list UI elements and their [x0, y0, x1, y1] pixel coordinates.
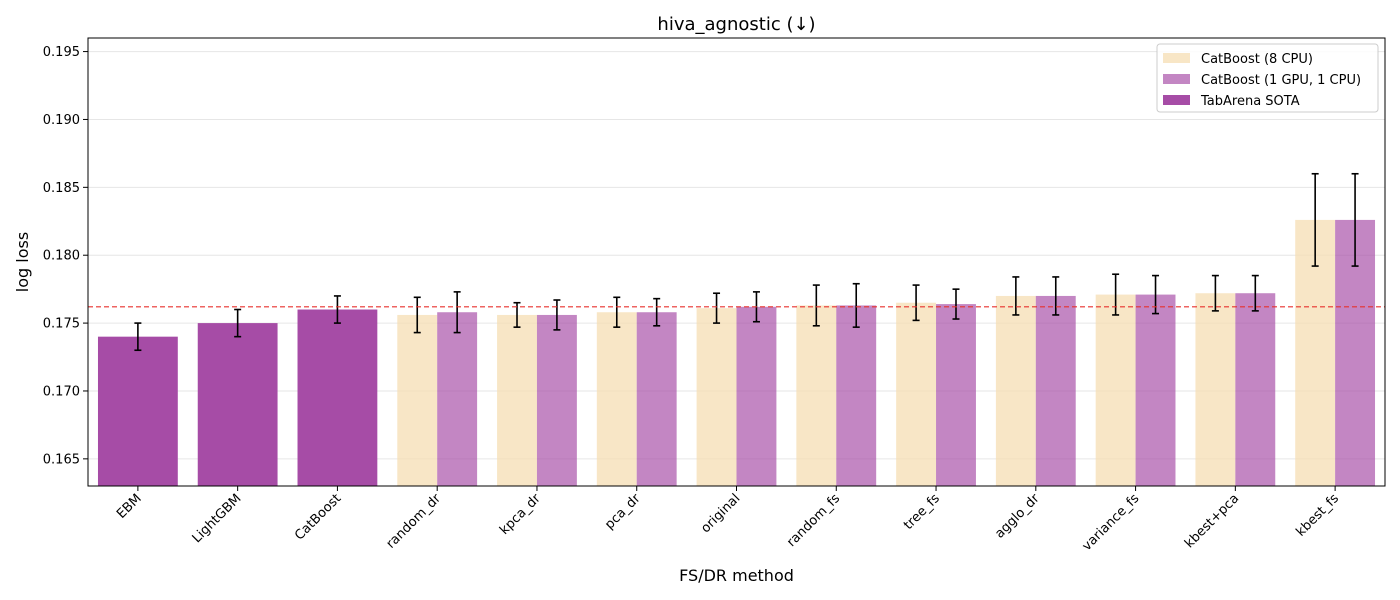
bar [1235, 293, 1276, 486]
bar [437, 312, 478, 486]
legend-label: TabArena SOTA [1200, 94, 1300, 109]
x-tick-label: variance_fs [1080, 491, 1143, 554]
error-bar [513, 301, 521, 328]
bar [995, 295, 1036, 486]
error-bar [1311, 172, 1319, 267]
error-bar [952, 288, 960, 320]
x-tick-label: original [698, 491, 743, 536]
bar [397, 314, 438, 486]
bar [536, 314, 577, 486]
bar [896, 302, 937, 486]
bar [736, 306, 777, 486]
error-bar [1112, 273, 1120, 316]
bars [97, 219, 1376, 486]
error-bar [653, 297, 661, 327]
x-tick-label: kbest_fs [1294, 491, 1343, 540]
error-bar [1251, 274, 1259, 312]
error-bar [134, 322, 142, 352]
legend-label: CatBoost (1 GPU, 1 CPU) [1201, 73, 1361, 88]
error-bar [413, 296, 421, 334]
x-tick-label: kpca_dr [497, 491, 544, 538]
bar [1135, 294, 1176, 486]
legend-swatch [1163, 53, 1190, 63]
error-bar [1351, 172, 1359, 267]
y-tick-label: 0.185 [43, 181, 80, 196]
y-tick-label: 0.165 [43, 452, 80, 467]
bar [497, 314, 537, 486]
y-tick-label: 0.175 [43, 317, 80, 332]
bar [1095, 294, 1136, 486]
error-bar [713, 292, 721, 324]
x-axis-ticks: EBM LightGBM CatBoost random_dr kpca_dr pca_d… [114, 486, 1342, 554]
x-tick-label: random_fs [784, 491, 843, 550]
y-tick-label: 0.195 [43, 45, 80, 60]
x-tick-label: LightGBM [190, 491, 245, 546]
error-bar [1012, 276, 1020, 316]
bar [696, 308, 737, 486]
bar [636, 312, 677, 486]
error-bar [333, 295, 341, 324]
x-tick-label: tree_fs [901, 491, 943, 533]
error-bar [613, 296, 621, 328]
legend-item: CatBoost (8 CPU) [1163, 52, 1313, 67]
x-tick-label: random_dr [384, 491, 445, 552]
x-tick-label: pca_dr [602, 491, 644, 533]
bar [796, 305, 837, 486]
bar [936, 304, 976, 486]
legend-frame [1156, 43, 1379, 113]
y-tick-label: 0.170 [43, 384, 80, 399]
legend-swatch [1163, 95, 1190, 105]
error-bar [234, 308, 242, 338]
error-bar [812, 284, 820, 327]
bar [97, 336, 178, 486]
x-tick-label: CatBoost [292, 491, 344, 543]
error-bar [852, 282, 860, 328]
error-bar [912, 284, 920, 322]
bar [1195, 293, 1236, 486]
legend-swatch [1163, 74, 1190, 84]
error-bar [1211, 274, 1219, 312]
error-bars [134, 172, 1359, 352]
y-tick-label: 0.180 [43, 249, 80, 264]
y-tick-label: 0.190 [43, 113, 80, 128]
x-tick-label: agglo_dr [992, 491, 1043, 542]
x-tick-label: EBM [114, 491, 145, 522]
legend-label: CatBoost (8 CPU) [1201, 52, 1313, 67]
x-tick-label: kbest+pca [1182, 491, 1242, 551]
legend-item: TabArena SOTA [1163, 94, 1300, 109]
legend: CatBoost (8 CPU) CatBoost (1 GPU, 1 CPU) T… [1156, 43, 1379, 113]
bar [1035, 295, 1076, 486]
error-bar [453, 291, 461, 334]
error-bar [553, 299, 561, 331]
bar [197, 323, 278, 486]
legend-item: CatBoost (1 GPU, 1 CPU) [1163, 73, 1361, 88]
x-axis-label: FS/DR method [679, 566, 794, 585]
error-bar [1052, 276, 1060, 316]
bar [297, 309, 378, 486]
bar [836, 305, 877, 486]
y-axis-label: log loss [13, 232, 32, 292]
y-axis-ticks: 0.165 0.170 0.175 0.180 0.185 0.190 0.195 [43, 45, 88, 467]
bar [596, 312, 637, 486]
chart-title: hiva_agnostic (↓) [657, 14, 815, 35]
